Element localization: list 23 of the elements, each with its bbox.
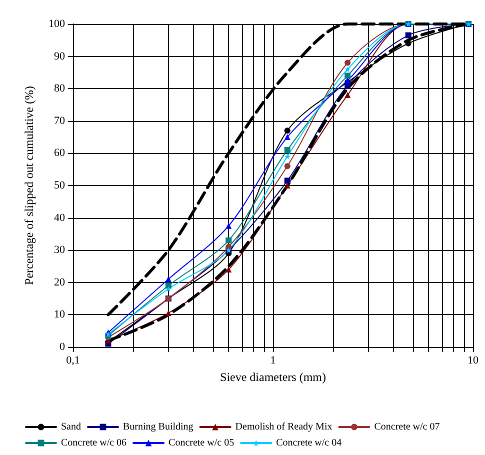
legend-label: Concrete w/c 04 [276, 438, 342, 448]
y-tick-label: 60 [54, 147, 66, 160]
x-axis-title: Sieve diameters (mm) [220, 370, 326, 384]
x-tick-label: 10 [468, 354, 479, 366]
x-tick-label: 0,1 [66, 354, 80, 366]
y-tick-label: 0 [60, 341, 66, 353]
x-tick-label: 1 [270, 354, 276, 366]
y-tick-label: 70 [54, 114, 66, 127]
legend-label: Burning Building [123, 422, 194, 432]
y-axis-title: Percentage of slipped out cumulative (%) [22, 86, 36, 285]
y-tick-label: 100 [48, 18, 66, 30]
legend-label: Concrete w/c 06 [61, 438, 127, 448]
y-tick-label: 50 [54, 180, 66, 192]
y-tick-label: 30 [54, 244, 66, 256]
y-tick-label: 40 [54, 212, 66, 224]
legend-label: Demolish of Ready Mix [235, 422, 332, 432]
y-tick-label: 20 [54, 276, 66, 288]
y-tick-label: 90 [54, 50, 66, 62]
y-tick-label: 80 [54, 82, 66, 95]
legend-label: Sand [61, 422, 81, 432]
legend-label: Concrete w/c 07 [374, 422, 440, 432]
y-tick-label: 10 [54, 308, 66, 321]
legend-label: Concrete w/c 05 [168, 438, 234, 448]
